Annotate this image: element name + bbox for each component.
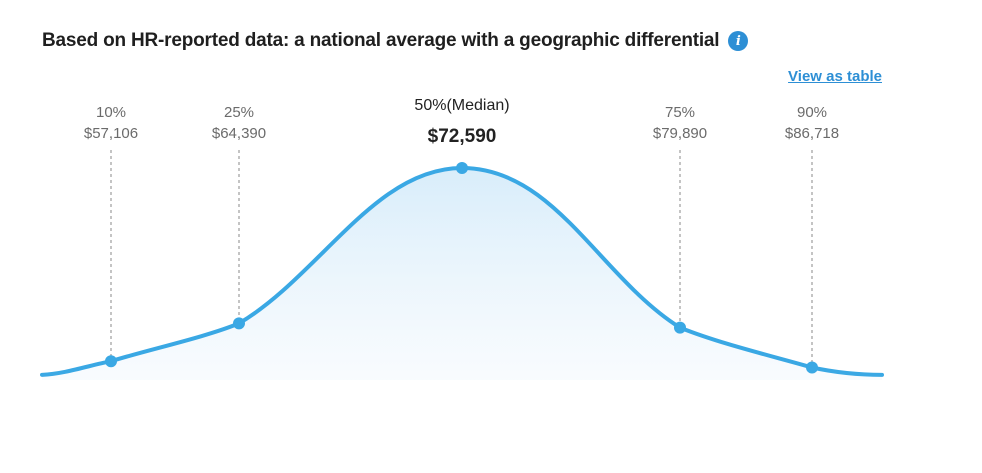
salary-value-label: $57,106 xyxy=(84,125,138,142)
salary-value-label: $72,590 xyxy=(428,126,497,147)
percentile-points xyxy=(105,162,818,374)
distribution-area xyxy=(42,168,882,380)
percentile-point[interactable] xyxy=(806,361,818,374)
percentile-label: 10% xyxy=(96,104,126,121)
percentile-label: 75% xyxy=(665,104,695,121)
info-icon[interactable]: i xyxy=(728,31,749,51)
percentile-guides xyxy=(110,150,813,368)
percentile-labels: 10% $57,106 25% $64,390 50%(Median) $72,590 75… xyxy=(84,97,839,147)
percentile-label: 50%(Median) xyxy=(414,97,509,114)
chart-header: Based on HR-reported data: a national av… xyxy=(42,30,749,52)
percentile-point[interactable] xyxy=(456,162,468,174)
chart-title: Based on HR-reported data: a national av… xyxy=(42,30,720,51)
percentile-point[interactable] xyxy=(674,321,686,334)
percentile-point[interactable] xyxy=(233,317,245,330)
view-as-table-link[interactable]: View as table xyxy=(788,68,882,85)
salary-value-label: $86,718 xyxy=(785,125,839,142)
percentile-label: 25% xyxy=(224,104,254,121)
salary-value-label: $79,890 xyxy=(653,125,707,142)
percentile-point[interactable] xyxy=(105,355,117,368)
percentile-label: 90% xyxy=(797,104,827,121)
distribution-area-group xyxy=(42,168,882,380)
salary-value-label: $64,390 xyxy=(212,125,266,142)
